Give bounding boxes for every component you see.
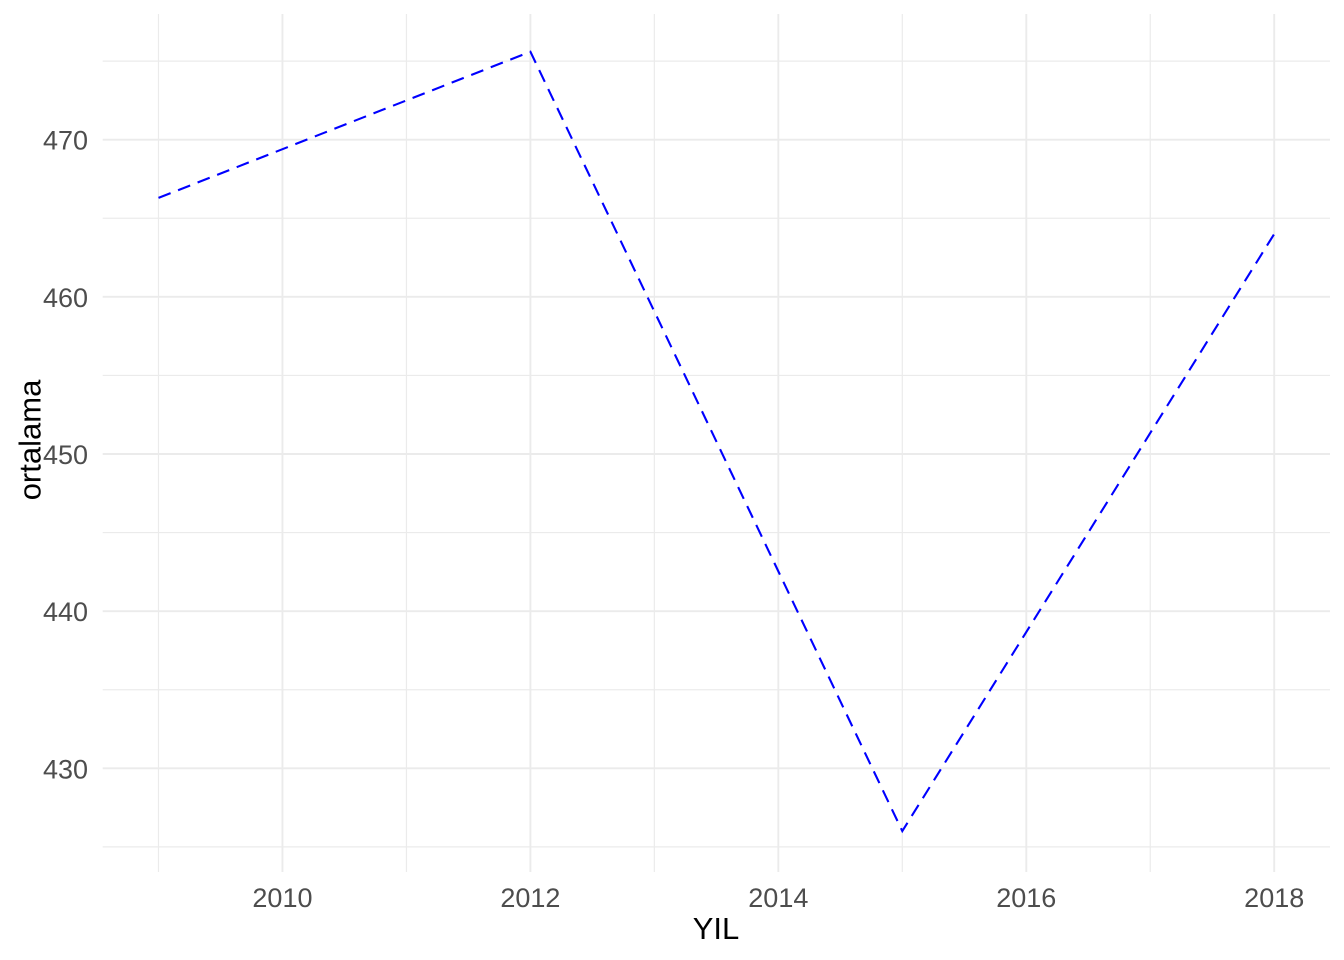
y-tick-label: 450	[43, 440, 88, 470]
x-tick-label: 2016	[996, 883, 1056, 913]
data-line-path	[158, 50, 1276, 834]
major-gridlines	[102, 14, 1330, 872]
x-tick-label: 2012	[500, 883, 560, 913]
y-tick-label: 460	[43, 283, 88, 313]
y-axis-tick-labels: 430 440 450 460 470	[43, 126, 88, 785]
y-tick-label: 440	[43, 597, 88, 627]
x-tick-label: 2018	[1244, 883, 1304, 913]
y-tick-label: 430	[43, 754, 88, 784]
x-tick-label: 2014	[748, 883, 808, 913]
minor-gridlines	[102, 14, 1330, 872]
y-axis-title: ortalama	[12, 379, 48, 501]
x-tick-label: 2010	[252, 883, 312, 913]
data-line	[158, 50, 1276, 834]
x-axis-tick-labels: 2010 2012 2014 2016 2018	[252, 883, 1304, 913]
y-tick-label: 470	[43, 126, 88, 156]
x-axis-title: YIL	[692, 911, 740, 946]
